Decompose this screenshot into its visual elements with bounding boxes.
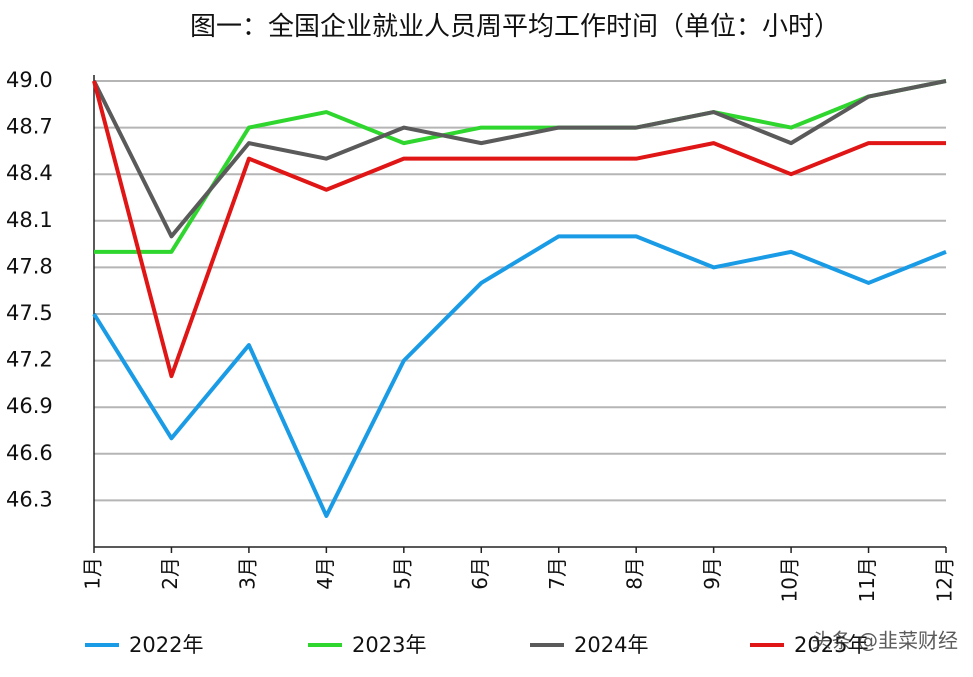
x-tick-label: 12月 [933,557,957,602]
x-tick-label: 6月 [468,557,492,590]
y-tick-label: 46.6 [6,441,53,465]
x-tick-label: 4月 [313,557,337,590]
x-tick-label: 10月 [778,557,802,602]
x-tick-label: 1月 [81,557,105,590]
y-tick-label: 48.4 [6,161,53,185]
y-tick-label: 49.0 [6,68,53,92]
watermark: 头条 @韭菜财经 [812,629,958,653]
y-tick-label: 47.2 [6,348,53,372]
x-tick-label: 8月 [623,557,647,590]
x-tick-label: 3月 [235,557,259,590]
x-tick-label: 7月 [545,557,569,590]
y-tick-label: 46.3 [6,487,53,511]
y-tick-label: 48.7 [6,115,53,139]
legend-label: 2022年 [129,633,203,657]
legend-label: 2023年 [352,633,426,657]
y-tick-label: 47.8 [6,254,53,278]
y-tick-label: 47.5 [6,301,53,325]
series-line [94,79,947,254]
series-line [92,79,947,239]
x-tick-label: 2月 [158,557,182,590]
x-tick-label: 5月 [390,557,414,590]
series-line [92,80,946,379]
legend-label: 2024年 [574,633,648,657]
y-tick-label: 48.1 [6,208,53,232]
series-line [92,234,947,518]
chart-title: 图一：全国企业就业人员周平均工作时间（单位：小时） [190,12,840,42]
legend-label: 2025年 [794,633,868,657]
y-tick-label: 46.9 [6,394,53,418]
x-tick-label: 11月 [855,557,879,602]
x-tick-label: 9月 [700,557,724,590]
